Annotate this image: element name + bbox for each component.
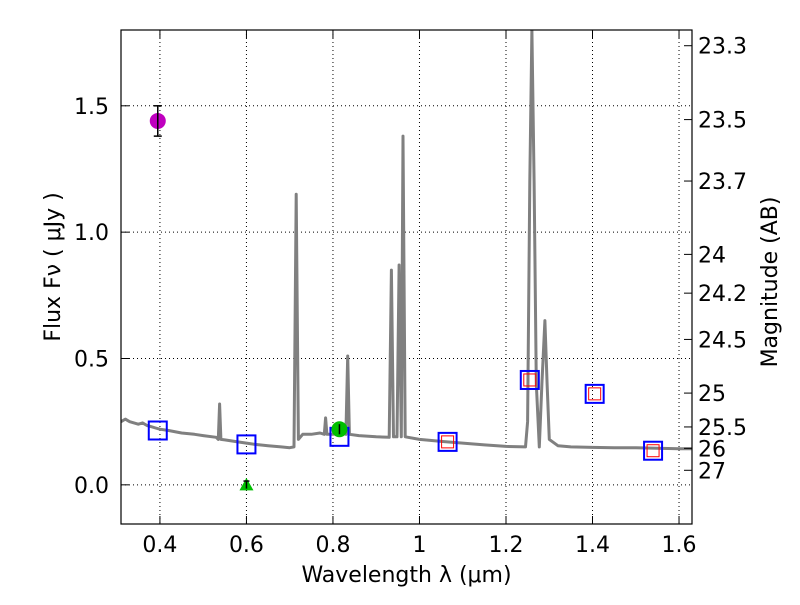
- mag-tick-label: 24: [698, 243, 726, 268]
- model-flux-square: [519, 369, 540, 390]
- mag-tick-label: 23.3: [698, 35, 747, 60]
- inner-red-square: [588, 387, 602, 401]
- axes: 0.4 0.6 0.8 1 1.2 1.4 1.6 0.0 0.5 1.0 1.5 23.3 23.5 2…: [74, 30, 747, 558]
- y-axis-right-title: Magnitude (AB): [758, 197, 783, 368]
- y-tick-label: 1.0: [74, 221, 109, 246]
- y-tick-label: 1.5: [74, 95, 109, 120]
- mag-tick-label: 26: [698, 437, 726, 462]
- model-flux-square: [584, 383, 605, 404]
- y-axis-title: Flux Fν ( μJy ): [41, 192, 66, 341]
- x-tick-label: 0.4: [142, 533, 177, 558]
- x-axis-title: Wavelength λ (μm): [301, 563, 511, 588]
- inner-red-square: [646, 444, 660, 458]
- x-tick-label: 0.6: [229, 533, 264, 558]
- model-flux-square: [643, 440, 664, 461]
- x-tick-label: 1.6: [662, 533, 697, 558]
- mag-tick-label: 24.2: [698, 282, 747, 307]
- plot-frame: [120, 29, 693, 525]
- mag-tick-label: 25.5: [698, 416, 747, 441]
- mag-tick-label: 23.7: [698, 170, 747, 195]
- x-tick-label: 0.8: [315, 533, 350, 558]
- series-group: [121, 30, 692, 491]
- plot-area: [121, 30, 692, 491]
- mag-tick-label: 25: [698, 382, 726, 407]
- model-flux-square: [147, 420, 168, 441]
- mag-tick-label: 24.5: [698, 328, 747, 353]
- x-tick-label: 1.4: [575, 533, 610, 558]
- x-tick-label: 1.2: [488, 533, 523, 558]
- mag-tick-label: 27: [698, 459, 726, 484]
- inner-red-square: [441, 435, 455, 449]
- model-flux-square: [437, 431, 458, 452]
- spectrum-line: [121, 30, 692, 451]
- x-tick-label: 1: [412, 533, 426, 558]
- inner-red-square: [523, 373, 537, 387]
- y-tick-label: 0.0: [74, 474, 109, 499]
- mag-tick-label: 23.5: [698, 109, 747, 134]
- model-flux-square: [236, 434, 257, 455]
- y-tick-label: 0.5: [74, 347, 109, 372]
- grid-lines: [121, 30, 692, 524]
